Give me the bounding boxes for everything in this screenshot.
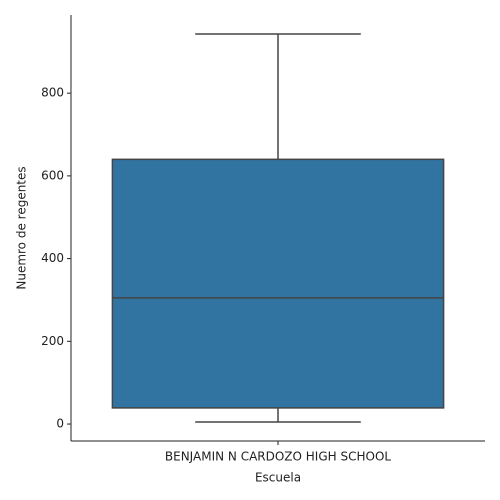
box [111, 158, 445, 409]
y-tick-label: 600 [41, 168, 64, 182]
y-tick-label: 400 [41, 251, 64, 265]
y-tick-label: 0 [56, 417, 64, 431]
y-tick-label: 200 [41, 334, 64, 348]
y-tick-label: 800 [41, 86, 64, 100]
x-axis-label: Escuela [255, 471, 301, 485]
x-tick-label: BENJAMIN N CARDOZO HIGH SCHOOL [165, 450, 392, 464]
y-axis-label: Nuemro de regentes [15, 166, 29, 289]
